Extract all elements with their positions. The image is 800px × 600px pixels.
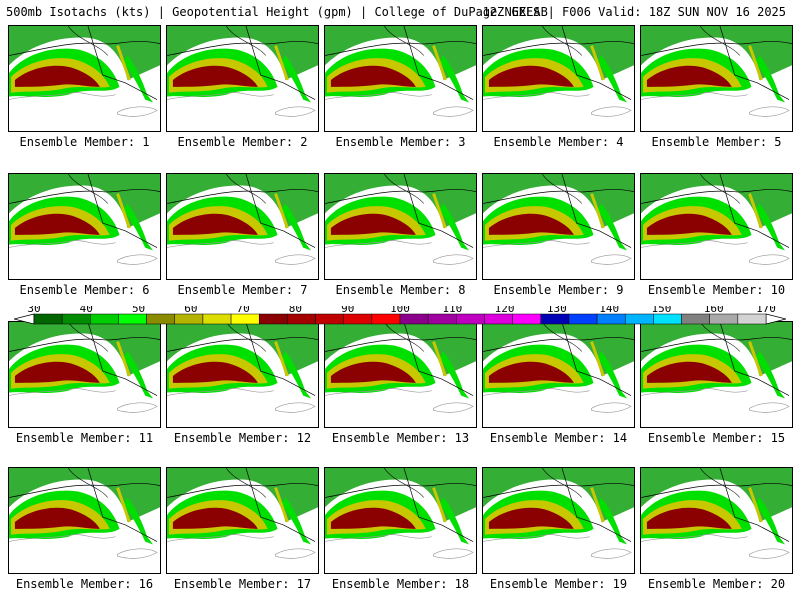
member-caption-9: Ensemble Member: 9: [493, 283, 624, 297]
map-panel-13: [324, 321, 477, 428]
colorbar-label: 70: [237, 306, 250, 315]
map-panel-5: [640, 25, 793, 132]
member-caption-17: Ensemble Member: 17: [173, 577, 312, 591]
chart-title: 500mb Isotachs (kts) | Geopotential Heig…: [6, 5, 548, 19]
map-panel-6: [8, 173, 161, 280]
colorbar-label: 80: [289, 306, 302, 315]
colorbar-swatch: [146, 313, 176, 325]
colorbar-label: 140: [599, 306, 619, 315]
member-caption-7: Ensemble Member: 7: [177, 283, 308, 297]
map-panel-14: [482, 321, 635, 428]
colorbar: 30 40 50 60 70 80 90 100 110 120 130 140 150 160 170: [14, 306, 786, 325]
colorbar-swatch: [399, 313, 429, 325]
colorbar-swatch: [737, 313, 767, 325]
colorbar-swatch: [61, 313, 91, 325]
colorbar-swatch: [709, 313, 739, 325]
map-panel-9: [482, 173, 635, 280]
member-caption-5: Ensemble Member: 5: [651, 135, 782, 149]
colorbar-label: 110: [442, 306, 462, 315]
member-caption-19: Ensemble Member: 19: [489, 577, 628, 591]
colorbar-swatch: [653, 313, 682, 325]
run-info: 12Z GEFS | F006 Valid: 18Z SUN NOV 16 20…: [482, 5, 786, 19]
colorbar-swatch: [202, 313, 232, 325]
colorbar-label: 170: [756, 306, 776, 315]
colorbar-label: 30: [27, 306, 40, 315]
colorbar-label: 160: [704, 306, 724, 315]
member-caption-18: Ensemble Member: 18: [331, 577, 470, 591]
member-caption-6: Ensemble Member: 6: [19, 283, 150, 297]
colorbar-swatch: [484, 313, 513, 325]
member-caption-12: Ensemble Member: 12: [173, 431, 312, 445]
map-panel-4: [482, 25, 635, 132]
colorbar-swatch: [681, 313, 710, 325]
member-caption-8: Ensemble Member: 8: [335, 283, 466, 297]
member-caption-15: Ensemble Member: 15: [647, 431, 786, 445]
map-panel-20: [640, 467, 793, 574]
colorbar-swatch: [230, 313, 260, 325]
member-caption-4: Ensemble Member: 4: [493, 135, 624, 149]
member-caption-20: Ensemble Member: 20: [647, 577, 786, 591]
member-caption-13: Ensemble Member: 13: [331, 431, 470, 445]
colorbar-label: 100: [390, 306, 410, 315]
colorbar-swatch: [118, 313, 147, 325]
colorbar-swatch: [90, 313, 119, 325]
map-panel-2: [166, 25, 319, 132]
map-panel-3: [324, 25, 477, 132]
colorbar-label: 130: [547, 306, 567, 315]
member-caption-3: Ensemble Member: 3: [335, 135, 466, 149]
colorbar-swatch: [287, 313, 316, 325]
map-panel-8: [324, 173, 477, 280]
map-panel-12: [166, 321, 319, 428]
map-panel-15: [640, 321, 793, 428]
map-panel-10: [640, 173, 793, 280]
colorbar-swatch: [371, 313, 401, 325]
colorbar-swatch: [174, 313, 204, 325]
colorbar-swatch: [427, 313, 457, 325]
colorbar-label: 150: [651, 306, 671, 315]
member-caption-11: Ensemble Member: 11: [15, 431, 154, 445]
map-panel-19: [482, 467, 635, 574]
colorbar-swatch: [624, 313, 654, 325]
map-panel-17: [166, 467, 319, 574]
map-panel-1: [8, 25, 161, 132]
colorbar-label: 50: [132, 306, 145, 315]
colorbar-label: 60: [184, 306, 197, 315]
colorbar-label: 120: [495, 306, 515, 315]
colorbar-swatch: [33, 313, 63, 325]
member-caption-10: Ensemble Member: 10: [647, 283, 786, 297]
member-caption-14: Ensemble Member: 14: [489, 431, 628, 445]
map-panel-11: [8, 321, 161, 428]
colorbar-swatch: [568, 313, 598, 325]
colorbar-swatch: [456, 313, 485, 325]
member-caption-16: Ensemble Member: 16: [15, 577, 154, 591]
colorbar-swatch: [258, 313, 288, 325]
colorbar-left-arrow: [14, 313, 35, 325]
member-caption-1: Ensemble Member: 1: [19, 135, 150, 149]
map-panel-7: [166, 173, 319, 280]
member-caption-2: Ensemble Member: 2: [177, 135, 308, 149]
colorbar-swatch: [512, 313, 542, 325]
colorbar-label: 90: [341, 306, 354, 315]
colorbar-swatch: [315, 313, 344, 325]
colorbar-swatch: [596, 313, 626, 325]
map-panel-18: [324, 467, 477, 574]
colorbar-right-arrow: [765, 313, 786, 325]
map-panel-16: [8, 467, 161, 574]
colorbar-swatch: [540, 313, 570, 325]
colorbar-label: 40: [80, 306, 93, 315]
colorbar-swatch: [343, 313, 373, 325]
